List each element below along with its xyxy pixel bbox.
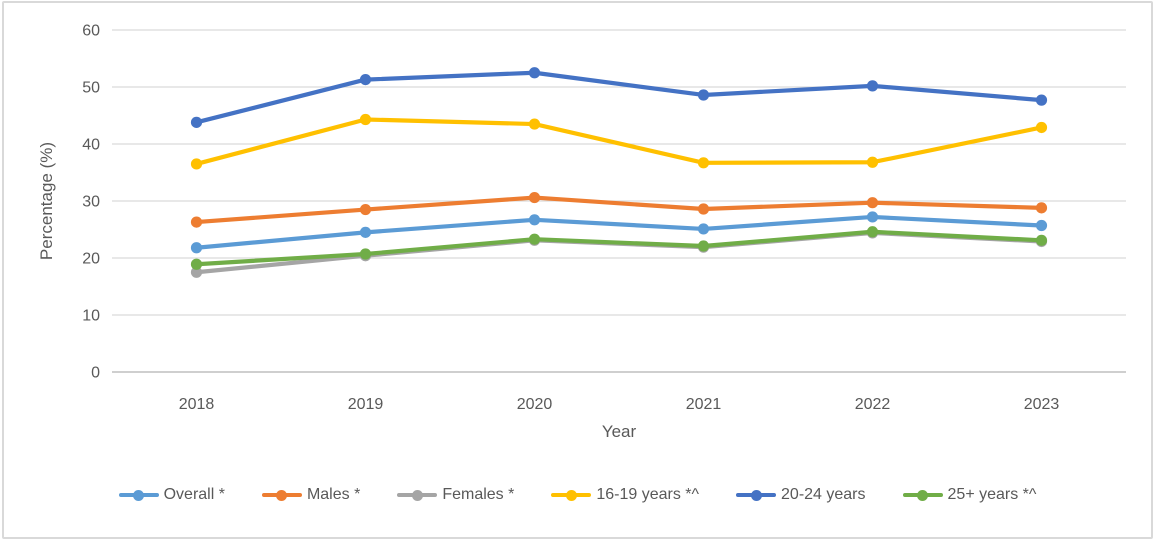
data-point: [190, 116, 203, 128]
data-point: [1035, 219, 1048, 232]
line-16-19-years: [194, 117, 1044, 167]
y-tick-label: 10: [82, 308, 100, 325]
data-point: [359, 113, 372, 126]
data-point: [190, 242, 203, 254]
data-point: [1035, 94, 1048, 106]
data-point: [359, 73, 372, 86]
data-point: [697, 240, 710, 252]
data-point: [866, 80, 879, 92]
data-point: [190, 258, 203, 270]
y-tick-label: 50: [82, 80, 100, 97]
data-point: [697, 89, 710, 101]
data-point: [697, 157, 710, 169]
x-tick-label: 2023: [1024, 396, 1060, 413]
x-tick-label: 2022: [855, 396, 891, 413]
y-tick-label: 40: [82, 137, 100, 154]
data-series: [190, 67, 1048, 278]
legend-marker-icon: [551, 489, 592, 502]
series-20-24-years: [190, 67, 1048, 128]
data-point: [697, 223, 710, 235]
series-males: [190, 191, 1048, 228]
legend-dot-icon: [133, 489, 145, 501]
y-tick-label: 30: [82, 194, 100, 211]
data-point: [1035, 234, 1048, 246]
chart-legend: Overall * Males * Females * 16-19 years *^ 2…: [0, 486, 1155, 504]
legend-label: 16-19 years *^: [596, 486, 700, 503]
legend-label: 20-24 years: [781, 486, 866, 503]
x-tick-label: 2021: [686, 396, 722, 413]
y-tick-label: 20: [82, 251, 100, 268]
data-point: [1035, 121, 1048, 134]
data-point: [528, 118, 541, 130]
legend-item: 20-24 years: [736, 486, 866, 504]
legend-label: 25+ years *^: [947, 486, 1037, 503]
data-point: [528, 67, 541, 79]
y-axis-tick-labels: 0 10 20 30 40 50 60: [82, 23, 100, 382]
y-tick-label: 60: [82, 23, 100, 40]
line-males: [194, 195, 1044, 225]
series-25-years: [190, 226, 1048, 270]
data-point: [1035, 202, 1048, 214]
legend-item: 25+ years *^: [902, 486, 1037, 504]
legend-label: Males *: [306, 486, 361, 503]
data-point: [866, 226, 879, 238]
legend-dot-icon: [411, 489, 423, 501]
series-16-19-years: [190, 113, 1048, 170]
line-25-years: [194, 229, 1044, 267]
legend-marker-icon: [261, 489, 302, 502]
data-point: [866, 211, 879, 223]
y-axis-title: Percentage (%): [37, 142, 56, 260]
data-point: [190, 266, 203, 278]
y-tick-label: 0: [91, 365, 100, 382]
legend-dot-icon: [750, 489, 762, 501]
legend-dot-icon: [917, 489, 929, 501]
legend-item: Males *: [261, 486, 361, 504]
data-point: [190, 216, 203, 228]
gridlines: [112, 29, 1126, 373]
data-point: [359, 248, 372, 260]
legend-item: 16-19 years *^: [551, 486, 699, 504]
series-overall: [190, 211, 1048, 254]
line-20-24-years: [194, 70, 1044, 125]
data-point: [359, 203, 372, 216]
legend-label: Females *: [442, 486, 515, 503]
data-point: [528, 214, 541, 226]
legend-item: Overall *: [118, 486, 225, 504]
x-tick-label: 2019: [348, 396, 384, 413]
legend-label: Overall *: [163, 486, 225, 503]
legend-marker-icon: [397, 489, 438, 502]
x-tick-label: 2020: [517, 396, 553, 413]
legend-marker-icon: [118, 489, 159, 502]
x-tick-label: 2018: [179, 396, 215, 413]
data-point: [697, 203, 710, 215]
legend-dot-icon: [565, 489, 577, 501]
data-point: [359, 226, 372, 238]
legend-item: Females *: [397, 486, 514, 504]
legend-marker-icon: [902, 489, 943, 502]
line-overall: [194, 214, 1044, 250]
legend-dot-icon: [276, 489, 288, 501]
x-axis-tick-labels: 2018 2019 2020 2021 2022 2023: [179, 396, 1060, 413]
data-point: [866, 156, 879, 168]
data-point: [528, 233, 541, 245]
data-point: [190, 158, 203, 170]
data-point: [528, 191, 541, 204]
legend-marker-icon: [736, 489, 777, 502]
line-females: [194, 230, 1044, 275]
x-axis-title: Year: [602, 422, 637, 441]
data-point: [866, 197, 879, 209]
